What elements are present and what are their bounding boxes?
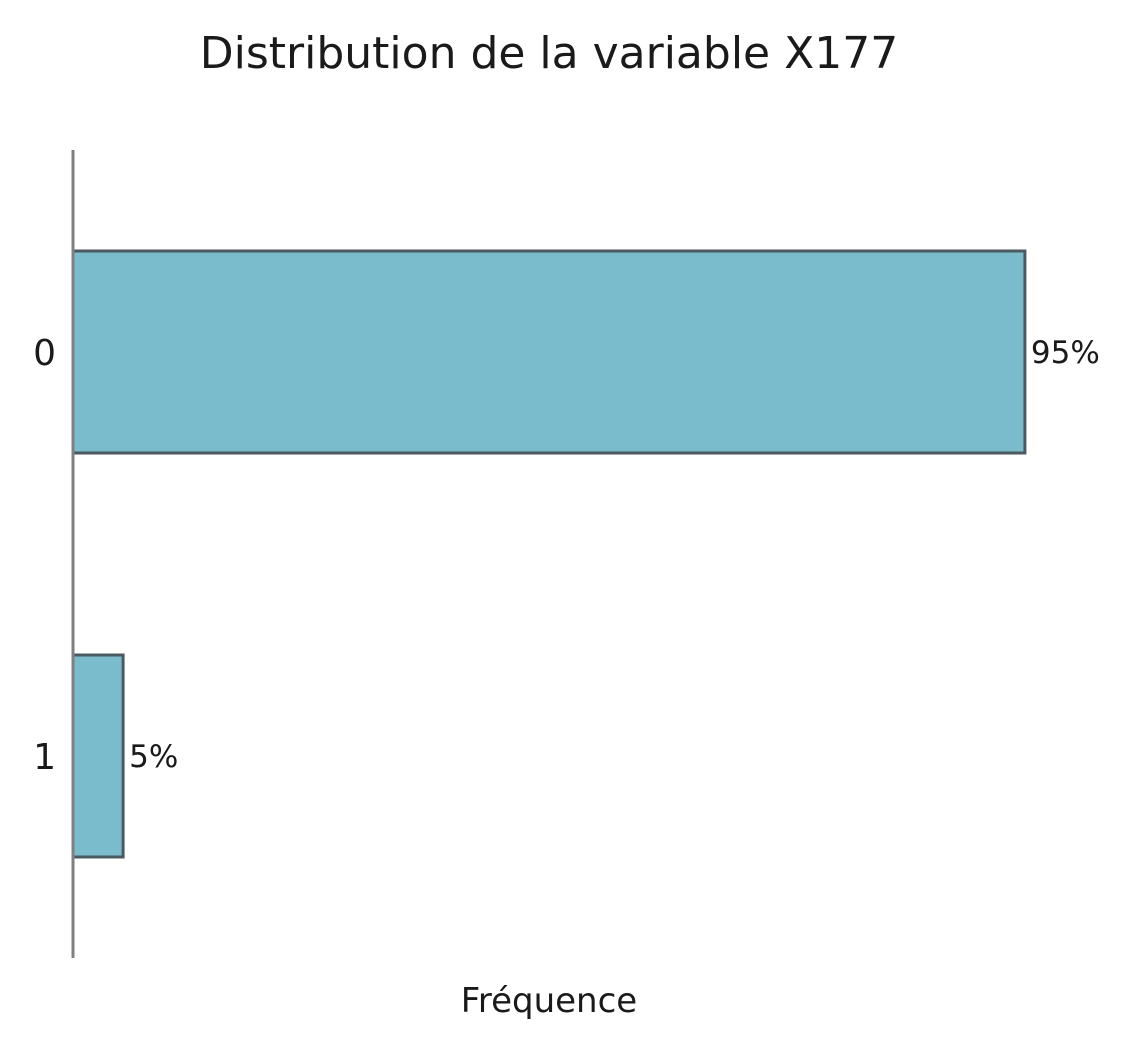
bar-value-label-1: 5% [129, 739, 178, 775]
y-tick-labels: 01 [33, 333, 56, 778]
bar-0 [71, 249, 1027, 455]
bar-value-label-0: 95% [1031, 335, 1100, 371]
chart-title: Distribution de la variable X177 [200, 28, 898, 79]
bar-1 [71, 653, 125, 859]
y-tick-label-1: 1 [33, 737, 56, 778]
y-tick-label-0: 0 [33, 333, 56, 374]
x-axis-label: Fréquence [461, 981, 637, 1021]
bars-group: 95% 5% [71, 249, 1100, 859]
